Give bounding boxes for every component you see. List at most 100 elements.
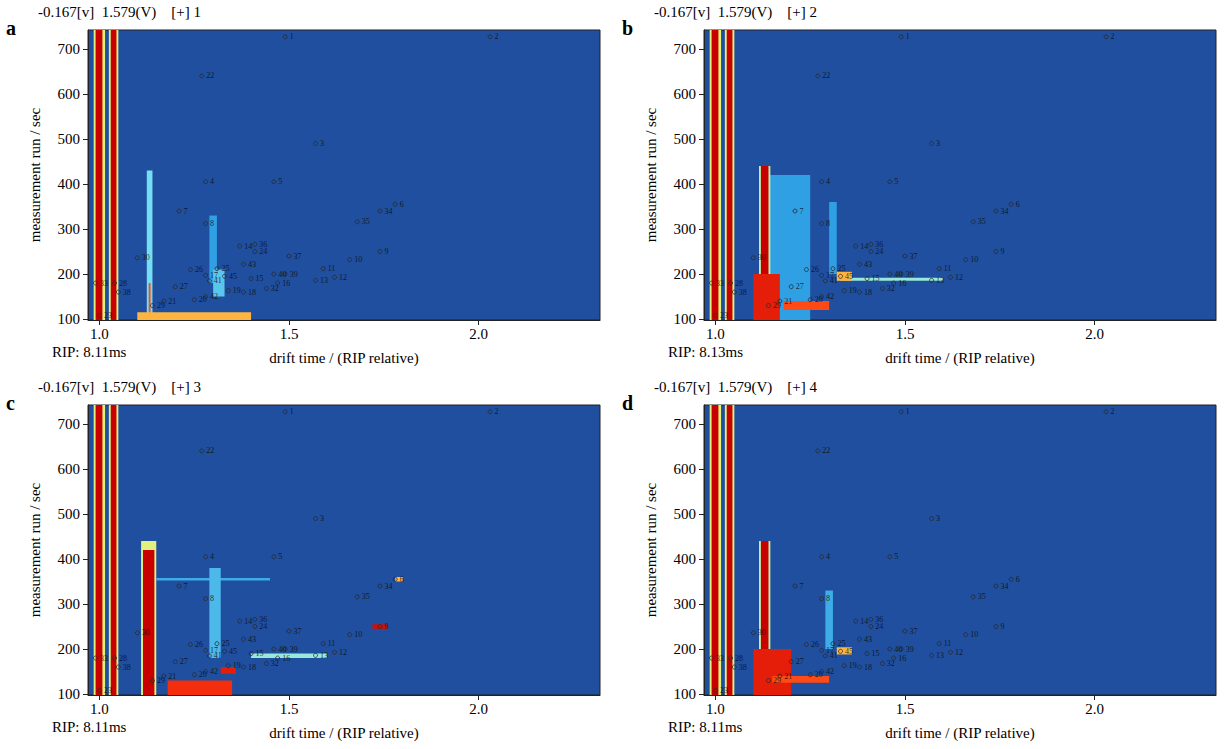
svg-text:1.0: 1.0 [90, 326, 109, 342]
svg-text:40: 40 [894, 645, 902, 654]
svg-text:29: 29 [157, 676, 165, 685]
svg-text:5: 5 [278, 177, 282, 186]
svg-text:-0.167[v] 1.579(V) [+] 3: -0.167[v] 1.579(V) [+] 3 [38, 379, 201, 396]
svg-text:measurement run / sec: measurement run / sec [643, 482, 659, 617]
svg-text:38: 38 [739, 288, 747, 297]
svg-text:7: 7 [800, 582, 804, 591]
svg-text:600: 600 [58, 461, 81, 477]
svg-text:16: 16 [898, 279, 906, 288]
svg-text:10: 10 [354, 255, 362, 264]
svg-text:21: 21 [168, 297, 176, 306]
svg-text:5: 5 [278, 552, 282, 561]
svg-text:3: 3 [936, 139, 940, 148]
svg-text:200: 200 [674, 266, 697, 282]
svg-text:300: 300 [58, 221, 81, 237]
svg-text:400: 400 [674, 176, 697, 192]
svg-text:16: 16 [898, 654, 906, 663]
svg-text:12: 12 [339, 273, 347, 282]
svg-text:drift time / (RIP relative): drift time / (RIP relative) [269, 725, 418, 742]
svg-text:28: 28 [119, 279, 127, 288]
svg-text:drift time / (RIP relative): drift time / (RIP relative) [269, 350, 418, 367]
svg-text:200: 200 [58, 266, 81, 282]
svg-text:43: 43 [248, 260, 256, 269]
svg-text:16: 16 [282, 279, 290, 288]
svg-text:29: 29 [773, 676, 781, 685]
svg-text:-0.167[v] 1.579(V) [+] 4: -0.167[v] 1.579(V) [+] 4 [654, 379, 818, 396]
svg-text:7: 7 [184, 207, 188, 216]
svg-text:40: 40 [278, 270, 286, 279]
svg-text:2.0: 2.0 [469, 326, 488, 342]
svg-text:10: 10 [970, 255, 978, 264]
svg-text:23: 23 [720, 311, 728, 320]
svg-text:300: 300 [674, 596, 697, 612]
svg-text:11: 11 [328, 264, 336, 273]
svg-text:22: 22 [822, 446, 830, 455]
svg-text:1: 1 [290, 32, 294, 41]
svg-text:21: 21 [784, 297, 792, 306]
svg-text:39: 39 [906, 645, 914, 654]
svg-text:41: 41 [830, 276, 838, 285]
svg-text:10: 10 [354, 630, 362, 639]
svg-text:8: 8 [826, 219, 830, 228]
svg-text:14: 14 [244, 242, 252, 251]
svg-text:4: 4 [826, 177, 830, 186]
svg-text:27: 27 [180, 282, 188, 291]
svg-text:26: 26 [195, 265, 203, 274]
svg-text:100: 100 [58, 686, 81, 702]
svg-text:22: 22 [206, 446, 214, 455]
svg-text:5: 5 [894, 552, 898, 561]
svg-text:11: 11 [328, 639, 336, 648]
svg-text:19: 19 [849, 286, 857, 295]
svg-text:34: 34 [1001, 207, 1009, 216]
svg-text:100: 100 [674, 311, 697, 327]
svg-text:33: 33 [716, 279, 724, 288]
svg-text:32: 32 [271, 284, 279, 293]
svg-text:drift time / (RIP relative): drift time / (RIP relative) [885, 350, 1034, 367]
svg-text:30: 30 [758, 253, 766, 262]
svg-text:500: 500 [58, 131, 81, 147]
svg-text:4: 4 [826, 552, 830, 561]
svg-text:28: 28 [735, 654, 743, 663]
svg-text:27: 27 [180, 657, 188, 666]
svg-text:20: 20 [815, 670, 823, 679]
svg-text:3: 3 [320, 514, 324, 523]
svg-text:2.0: 2.0 [1085, 701, 1104, 717]
svg-text:34: 34 [385, 582, 393, 591]
svg-text:11: 11 [944, 639, 952, 648]
svg-text:2: 2 [1111, 407, 1115, 416]
svg-text:2.0: 2.0 [1085, 326, 1104, 342]
svg-text:36: 36 [875, 240, 883, 249]
svg-text:3: 3 [320, 139, 324, 148]
svg-text:20: 20 [199, 295, 207, 304]
svg-text:400: 400 [58, 176, 81, 192]
svg-text:42: 42 [826, 667, 834, 676]
svg-text:19: 19 [849, 661, 857, 670]
svg-text:500: 500 [58, 506, 81, 522]
svg-text:12: 12 [339, 648, 347, 657]
svg-text:38: 38 [739, 663, 747, 672]
svg-text:c: c [6, 392, 15, 414]
svg-text:28: 28 [735, 279, 743, 288]
svg-text:700: 700 [58, 41, 81, 57]
svg-text:400: 400 [674, 551, 697, 567]
svg-text:18: 18 [248, 288, 256, 297]
svg-text:38: 38 [123, 288, 131, 297]
svg-text:7: 7 [800, 207, 804, 216]
svg-text:700: 700 [674, 41, 697, 57]
svg-text:3: 3 [936, 514, 940, 523]
svg-text:19: 19 [233, 286, 241, 295]
svg-text:22: 22 [822, 71, 830, 80]
svg-text:21: 21 [784, 672, 792, 681]
svg-text:b: b [622, 17, 633, 39]
svg-text:12: 12 [955, 648, 963, 657]
svg-text:500: 500 [674, 131, 697, 147]
svg-text:20: 20 [815, 295, 823, 304]
svg-text:13: 13 [320, 651, 328, 660]
svg-text:32: 32 [887, 284, 895, 293]
svg-text:2.0: 2.0 [469, 701, 488, 717]
svg-text:37: 37 [910, 252, 918, 261]
svg-text:30: 30 [142, 628, 150, 637]
svg-text:1.5: 1.5 [896, 326, 915, 342]
svg-text:8: 8 [210, 594, 214, 603]
svg-text:1.5: 1.5 [280, 326, 299, 342]
